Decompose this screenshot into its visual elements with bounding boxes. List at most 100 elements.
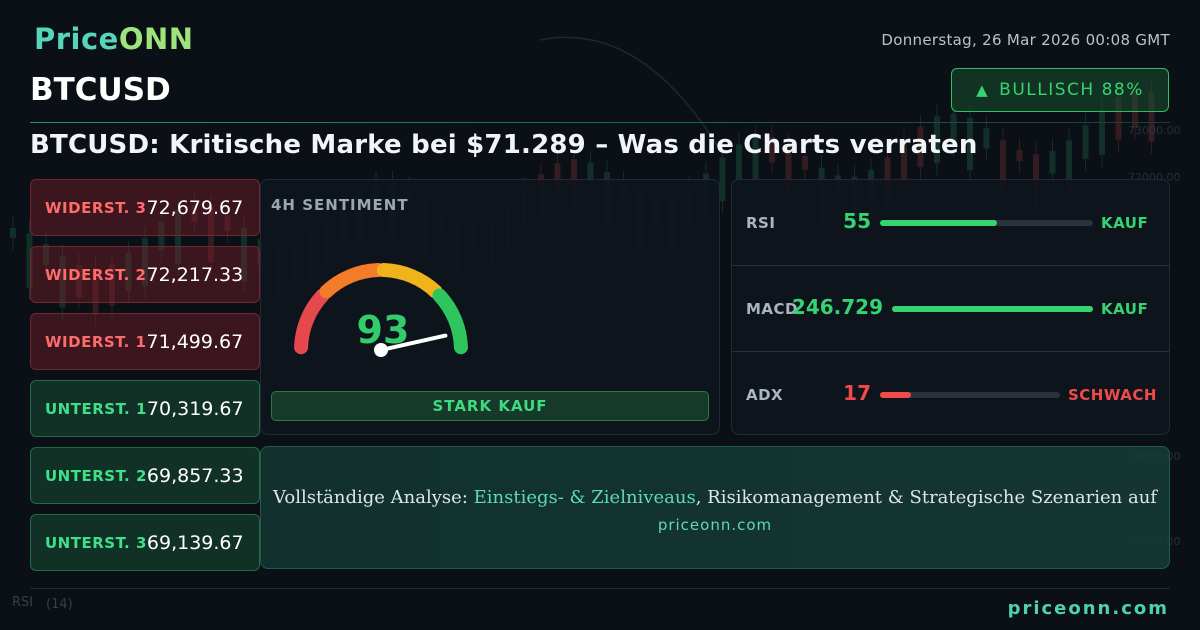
indicator-value: 246.729 bbox=[791, 295, 883, 319]
bg-candle bbox=[224, 216, 231, 231]
level-value: 72,217.33 bbox=[146, 263, 244, 286]
bg-candle bbox=[26, 233, 33, 288]
headline: BTCUSD: Kritische Marke bei $71.289 – Wa… bbox=[30, 130, 978, 160]
bias-label: BULLISCH 88% bbox=[999, 80, 1144, 100]
bg-candle bbox=[175, 210, 181, 264]
level-resistance-2: WIDERST. 2 72,217.33 bbox=[30, 246, 260, 303]
level-support-2: UNTERST. 2 69,857.33 bbox=[30, 447, 260, 504]
level-support-3: UNTERST. 3 69,139.67 bbox=[30, 514, 260, 571]
level-label: WIDERST. 1 bbox=[45, 332, 147, 351]
level-label: UNTERST. 1 bbox=[45, 399, 147, 418]
levels-list: WIDERST. 3 72,679.67 WIDERST. 2 72,217.33 … bbox=[30, 179, 260, 581]
indicator-signal: KAUF bbox=[1101, 214, 1149, 232]
indicator-row-adx: ADX 17 SCHWACH bbox=[732, 352, 1169, 437]
bg-candle bbox=[802, 156, 808, 170]
sentiment-title: 4H SENTIMENT bbox=[271, 196, 409, 214]
cta-site-link[interactable]: priceonn.com bbox=[657, 516, 773, 534]
bg-candle bbox=[10, 228, 16, 238]
level-value: 72,679.67 bbox=[146, 196, 244, 219]
indicator-value: 17 bbox=[843, 381, 871, 405]
sentiment-score: 93 bbox=[356, 308, 410, 352]
symbol-title: BTCUSD bbox=[30, 72, 171, 108]
bg-candle bbox=[241, 227, 247, 282]
indicator-bar-fill bbox=[880, 392, 911, 398]
bg-candle bbox=[983, 128, 990, 149]
sentiment-card: 4H SENTIMENT 93 STARK KAUF bbox=[260, 179, 720, 435]
bg-candle bbox=[1000, 140, 1006, 195]
gauge-segment bbox=[376, 263, 443, 299]
bg-candle bbox=[752, 137, 759, 188]
analysis-cta[interactable]: Vollständige Analyse: Einstiegs- & Zieln… bbox=[260, 446, 1170, 569]
bg-candle bbox=[1148, 92, 1155, 142]
bg-candle bbox=[950, 113, 957, 145]
indicator-bar bbox=[880, 220, 1093, 226]
indicator-row-rsi: RSI 55 KAUF bbox=[732, 180, 1169, 266]
indicator-name: ADX bbox=[746, 386, 784, 404]
bias-badge: ▲ BULLISCH 88% bbox=[951, 68, 1169, 112]
sentiment-gauge bbox=[294, 263, 468, 357]
cta-suffix: , Risikomanagement & Strategische Szenar… bbox=[695, 487, 1157, 508]
triangle-up-icon: ▲ bbox=[976, 81, 990, 99]
cta-text: Vollständige Analyse: Einstiegs- & Zieln… bbox=[261, 487, 1169, 508]
level-support-1: UNTERST. 1 70,319.67 bbox=[30, 380, 260, 437]
bg-candle bbox=[1049, 150, 1056, 174]
rsi-pane-label: RSI bbox=[12, 595, 33, 610]
gauge-hub bbox=[374, 343, 388, 357]
gauge-segment bbox=[294, 288, 330, 355]
bg-candle bbox=[901, 141, 907, 181]
level-value: 71,499.67 bbox=[146, 330, 244, 353]
rsi-pane-param: (14) bbox=[46, 597, 73, 612]
level-value: 70,319.67 bbox=[146, 397, 244, 420]
indicator-bar-fill bbox=[892, 306, 1093, 312]
logo-main-text: Price bbox=[34, 22, 119, 56]
bg-candle bbox=[208, 207, 214, 263]
level-label: UNTERST. 2 bbox=[45, 466, 147, 485]
indicator-name: MACD bbox=[746, 300, 798, 318]
indicator-signal: SCHWACH bbox=[1068, 386, 1157, 404]
bg-candle bbox=[92, 268, 99, 315]
indicator-signal: KAUF bbox=[1101, 300, 1149, 318]
footer-site-link[interactable]: priceonn.com bbox=[1007, 598, 1169, 619]
bg-candle bbox=[736, 144, 742, 180]
bg-candle bbox=[142, 237, 148, 287]
gauge-segment bbox=[432, 288, 468, 355]
bg-candle bbox=[769, 137, 775, 163]
price-axis-label: 73000.00 bbox=[1128, 124, 1181, 137]
level-resistance-1: WIDERST. 1 71,499.67 bbox=[30, 313, 260, 370]
bg-candle bbox=[587, 162, 594, 182]
bg-candle bbox=[917, 126, 924, 168]
bg-candle bbox=[1099, 109, 1105, 155]
bg-candle bbox=[1082, 125, 1089, 159]
level-label: UNTERST. 3 bbox=[45, 533, 147, 552]
datetime: Donnerstag, 26 Mar 2026 00:08 GMT bbox=[881, 31, 1170, 49]
bg-candle bbox=[554, 163, 561, 193]
bg-candle bbox=[59, 255, 66, 308]
indicator-name: RSI bbox=[746, 214, 776, 232]
bg-candle bbox=[1066, 140, 1072, 192]
level-resistance-3: WIDERST. 3 72,679.67 bbox=[30, 179, 260, 236]
bg-candle bbox=[1016, 149, 1023, 162]
bg-candle bbox=[1115, 97, 1122, 140]
level-value: 69,857.33 bbox=[146, 464, 244, 487]
priceonn-logo: PriceONN bbox=[34, 22, 194, 56]
bg-candle bbox=[76, 265, 82, 298]
bg-candle bbox=[109, 264, 115, 306]
bg-candle bbox=[43, 243, 49, 266]
bg-candle bbox=[719, 157, 726, 202]
indicator-bar bbox=[892, 306, 1093, 312]
bg-candle bbox=[125, 253, 132, 291]
cta-prefix: Vollständige Analyse: bbox=[273, 487, 474, 508]
indicator-bar-fill bbox=[880, 220, 998, 226]
gauge-segment bbox=[319, 263, 386, 299]
bg-candle bbox=[967, 118, 973, 171]
indicators-card: RSI 55 KAUF MACD 246.729 KAUF ADX 17 SCH… bbox=[731, 179, 1170, 435]
bg-candle bbox=[158, 222, 165, 251]
indicator-value: 55 bbox=[843, 209, 871, 233]
bg-candle bbox=[934, 116, 940, 164]
bg-candle bbox=[785, 144, 792, 199]
level-value: 69,139.67 bbox=[146, 531, 244, 554]
gauge-needle bbox=[379, 333, 448, 352]
logo-accent-text: ONN bbox=[118, 22, 194, 56]
indicator-row-macd: MACD 246.729 KAUF bbox=[732, 266, 1169, 352]
bg-candle bbox=[191, 205, 198, 222]
